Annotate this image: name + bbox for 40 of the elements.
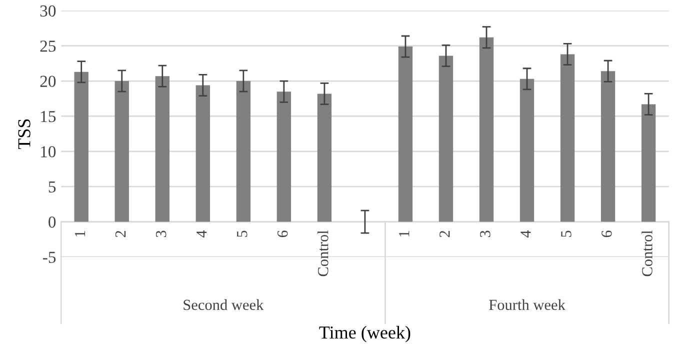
bar <box>641 104 656 222</box>
text: Second week <box>184 299 264 310</box>
bar <box>398 46 413 222</box>
x-tick-label: Control <box>642 230 652 276</box>
y-tick-label: 30 <box>40 5 56 17</box>
y-tick-label: -5 <box>42 252 56 263</box>
x-tick-label: 5 <box>561 230 572 237</box>
y-tick-label: 20 <box>40 76 56 87</box>
x-axis-title: Time (week) <box>319 326 410 342</box>
y-tick-label: 10 <box>41 146 56 158</box>
y-tick-label: 25 <box>40 40 56 52</box>
x-tick-label: 4 <box>196 230 207 238</box>
bar <box>236 81 251 222</box>
bar <box>155 76 170 222</box>
y-axis-title: TSS <box>18 119 30 150</box>
text: Fourth week <box>489 299 566 310</box>
x-tick-label: 6 <box>277 230 288 238</box>
x-tick-label: 5 <box>237 230 248 237</box>
y-tick-label: 0 <box>48 216 56 228</box>
x-tick-label: 1 <box>74 231 86 236</box>
x-tick-label: 6 <box>602 230 612 238</box>
bar <box>317 94 332 222</box>
x-tick-label: Control <box>318 230 328 276</box>
x-tick-label: 3 <box>480 230 490 238</box>
bar <box>438 56 454 222</box>
bar <box>520 78 534 222</box>
bar <box>479 37 494 222</box>
bar <box>74 72 88 222</box>
bar <box>276 92 292 222</box>
x-tick-label: 2 <box>440 230 450 238</box>
bar <box>114 81 129 222</box>
x-tick-label: 3 <box>156 230 166 238</box>
y-tick-label: 15 <box>41 111 56 122</box>
x-tick-label: 4 <box>520 230 531 238</box>
x-tick-label: 2 <box>115 230 126 238</box>
bar <box>560 54 575 222</box>
x-tick-label: 1 <box>399 231 410 236</box>
y-tick-label: 5 <box>48 181 56 193</box>
bar <box>196 85 210 222</box>
bar <box>600 71 616 222</box>
